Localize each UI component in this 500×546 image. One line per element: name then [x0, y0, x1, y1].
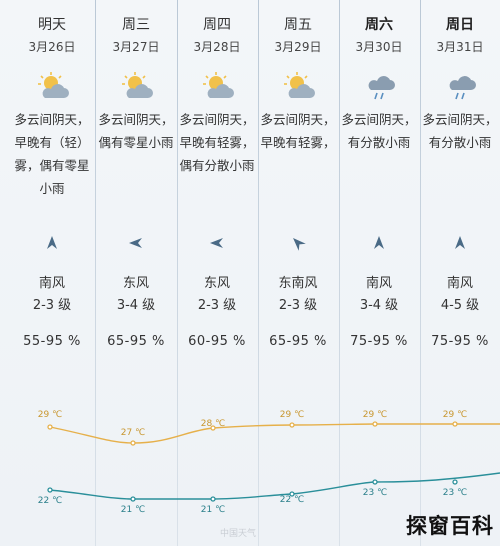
- column-divider: [339, 0, 340, 546]
- high-temp-point: [289, 422, 295, 428]
- wind-direction-arrow-icon: [374, 236, 384, 249]
- forecast-day-4[interactable]: 周六 3月30日 多云间阴天，有分散小雨 南风 3-4 级 75-95 %: [339, 0, 419, 546]
- humidity: 65-95 %: [269, 334, 327, 349]
- wind-level: 2-3 级: [278, 298, 318, 313]
- wind-direction: 南风: [446, 276, 473, 291]
- weather-description: 多云间阴天，有分散小雨: [422, 112, 498, 150]
- forecast-day-5[interactable]: 周日 3月31日 多云间阴天，有分散小雨 南风 4-5 级 75-95 %: [420, 0, 500, 546]
- wind-level: 2-3 级: [32, 298, 72, 313]
- day-name: 周五: [284, 17, 312, 33]
- high-temp-point: [452, 421, 458, 427]
- partly-cloudy-icon: [284, 72, 315, 98]
- low-temp-label: 22 ℃: [38, 496, 62, 506]
- low-temp-point: [130, 496, 136, 502]
- wind-level: 2-3 级: [197, 298, 237, 313]
- forecast-day-2[interactable]: 周四 3月28日 多云间阴天，早晚有轻雾，偶有分散小雨 东风 2-3 级 60-…: [177, 0, 257, 546]
- forecast-day-0[interactable]: 明天 3月26日 多云间阴天，早晚有（轻）雾，偶有零星小雨 南风 2-3 级 5…: [12, 0, 92, 546]
- high-temp-line: [49, 423, 500, 444]
- column-divider: [95, 0, 96, 546]
- high-temp-point: [130, 440, 136, 446]
- wind-direction: 东南风: [278, 276, 318, 291]
- weather-description: 多云间阴天，有分散小雨: [341, 112, 417, 150]
- high-temp-point: [47, 424, 53, 430]
- day-date: 3月28日: [193, 40, 241, 54]
- wind-direction: 东风: [122, 276, 149, 291]
- humidity: 55-95 %: [23, 334, 81, 349]
- low-temp-point: [372, 479, 378, 485]
- humidity: 75-95 %: [431, 334, 489, 349]
- wind-level: 3-4 级: [359, 298, 399, 313]
- rain-cloud-icon: [449, 76, 476, 100]
- day-name: 明天: [38, 17, 66, 33]
- low-temp-line: [49, 472, 500, 500]
- low-temp-point: [452, 479, 458, 485]
- high-temp-label: 29 ℃: [38, 410, 62, 420]
- brand-logo-text: 探窗百科: [406, 514, 494, 538]
- humidity: 60-95 %: [188, 334, 246, 349]
- wind-level: 3-4 级: [116, 298, 156, 313]
- forecast-day-1[interactable]: 周三 3月27日 多云间阴天，偶有零星小雨 东风 3-4 级 65-95 %: [96, 0, 176, 546]
- wind-direction: 东风: [203, 276, 230, 291]
- temperature-chart: 29 ℃ 27 ℃ 28 ℃ 29 ℃ 29 ℃ 29 ℃ 22 ℃ 21 ℃ …: [38, 410, 500, 515]
- wind-direction: 南风: [365, 276, 392, 291]
- high-temp-label: 27 ℃: [121, 428, 145, 438]
- partly-cloudy-icon: [122, 72, 153, 98]
- watermark: 中国天气: [220, 529, 257, 539]
- low-temp-point: [47, 487, 53, 493]
- partly-cloudy-icon: [38, 72, 69, 98]
- day-name: 周四: [203, 17, 231, 33]
- low-temp-label: 21 ℃: [121, 505, 145, 515]
- high-temp-label: 28 ℃: [201, 419, 225, 429]
- weather-description: 多云间阴天，偶有零星小雨: [98, 112, 174, 150]
- column-divider: [258, 0, 259, 546]
- day-date: 3月26日: [28, 40, 76, 54]
- day-name: 周日: [446, 17, 474, 33]
- day-date: 3月30日: [355, 40, 403, 54]
- low-temp-label: 23 ℃: [363, 488, 387, 498]
- humidity: 75-95 %: [350, 334, 408, 349]
- high-temp-label: 29 ℃: [280, 410, 304, 420]
- day-date: 3月29日: [274, 40, 322, 54]
- rain-cloud-icon: [368, 76, 395, 100]
- day-date: 3月27日: [112, 40, 160, 54]
- low-temp-label: 21 ℃: [201, 505, 225, 515]
- partly-cloudy-icon: [203, 72, 234, 98]
- wind-direction-arrow-icon: [47, 236, 57, 249]
- low-temp-label: 22 ℃: [280, 495, 304, 505]
- low-temp-point: [210, 496, 216, 502]
- low-temp-point: [289, 491, 295, 497]
- wind-direction: 南风: [38, 276, 65, 291]
- weather-description: 多云间阴天，早晚有轻雾，: [260, 112, 336, 150]
- low-temp-label: 23 ℃: [443, 488, 467, 498]
- forecast-day-3[interactable]: 周五 3月29日 多云间阴天，早晚有轻雾， 东南风 2-3 级 65-95 %: [258, 0, 338, 546]
- high-temp-point: [372, 421, 378, 427]
- day-name: 周六: [365, 17, 393, 33]
- column-divider: [420, 0, 421, 546]
- wind-direction-arrow-icon: [455, 236, 465, 249]
- wind-direction-arrow-icon: [129, 238, 142, 248]
- weather-description: 多云间阴天，早晚有（轻）雾，偶有零星小雨: [14, 112, 90, 196]
- high-temp-label: 29 ℃: [363, 410, 387, 420]
- high-temp-point: [210, 425, 216, 431]
- day-date: 3月31日: [436, 40, 484, 54]
- wind-direction-arrow-icon: [293, 238, 306, 251]
- humidity: 65-95 %: [107, 334, 165, 349]
- high-temp-label: 29 ℃: [443, 410, 467, 420]
- wind-level: 4-5 级: [440, 298, 480, 313]
- column-divider: [177, 0, 178, 546]
- day-name: 周三: [122, 17, 150, 33]
- weather-description: 多云间阴天，早晚有轻雾，偶有分散小雨: [179, 112, 255, 173]
- wind-direction-arrow-icon: [210, 238, 223, 248]
